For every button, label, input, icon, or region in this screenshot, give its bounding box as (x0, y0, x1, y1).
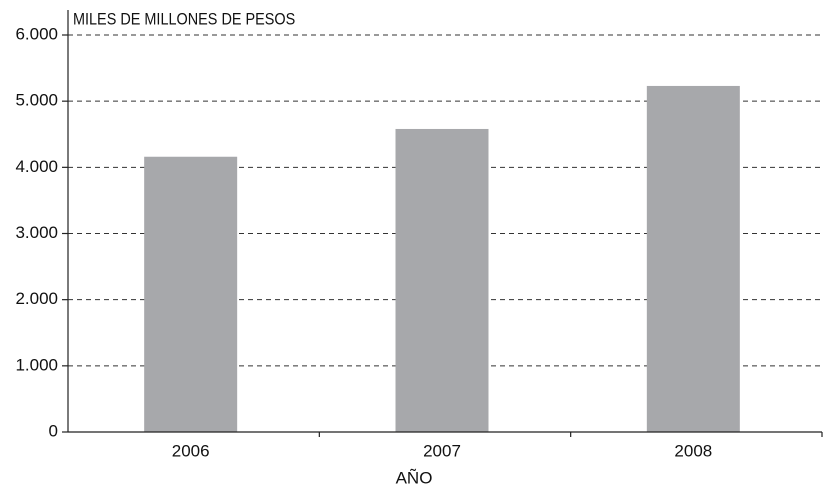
y-tick-label: 6.000 (15, 24, 58, 43)
y-tick-label: 5.000 (15, 91, 58, 110)
x-tick-label: 2008 (674, 441, 712, 460)
bar (395, 128, 489, 432)
x-axis-label: AÑO (396, 468, 433, 487)
y-tick-label: 3.000 (15, 223, 58, 242)
y-tick-label: 1.000 (15, 355, 58, 374)
x-tick-label: 2006 (172, 441, 210, 460)
bar (144, 156, 238, 432)
y-axis-label: MILES DE MILLONES DE PESOS (73, 10, 295, 28)
y-tick-label: 0 (49, 421, 58, 440)
bar (646, 85, 740, 432)
x-tick-label: 2007 (423, 441, 461, 460)
y-tick-label: 2.000 (15, 289, 58, 308)
y-tick-label: 4.000 (15, 157, 58, 176)
